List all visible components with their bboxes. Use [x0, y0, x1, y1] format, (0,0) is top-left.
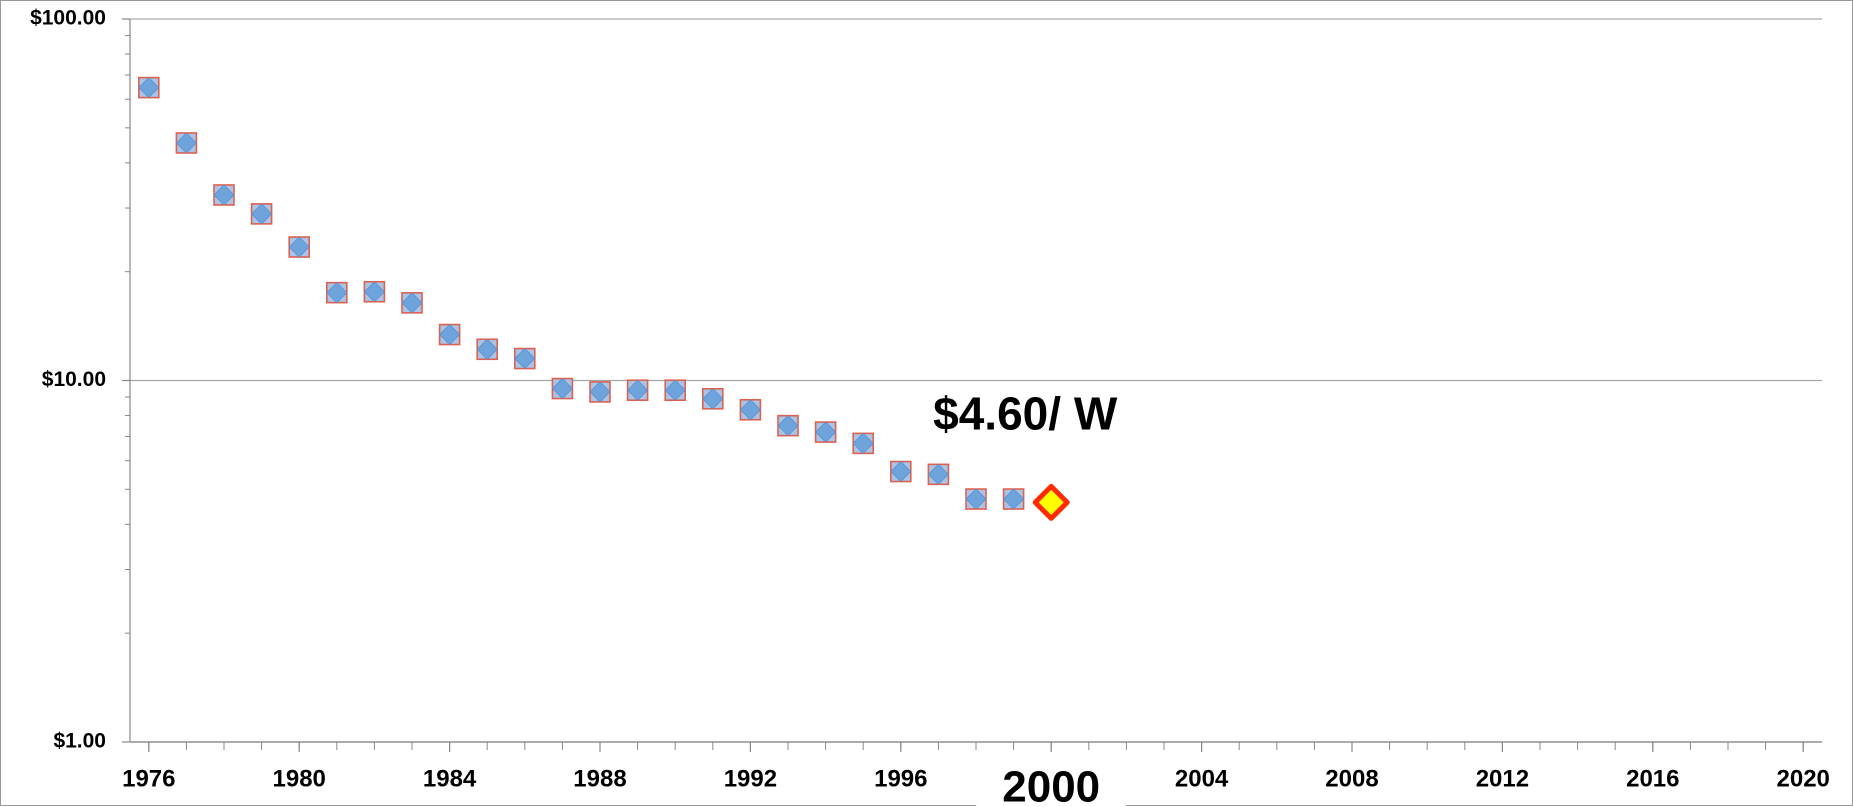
- marker-diamond: [213, 184, 235, 206]
- x-tick-label: 2008: [1325, 765, 1378, 792]
- marker-diamond: [627, 379, 649, 401]
- marker-diamond: [1032, 483, 1070, 521]
- x-tick-label: 1980: [273, 765, 326, 792]
- point: [138, 76, 160, 99]
- marker-diamond: [664, 379, 686, 401]
- x-tick-label: 2000: [1002, 763, 1100, 807]
- x-tick-label: 2016: [1626, 765, 1679, 792]
- point: [852, 432, 875, 455]
- point: [589, 381, 611, 403]
- marker-diamond: [927, 463, 949, 485]
- marker-diamond: [439, 323, 461, 346]
- marker-diamond: [777, 415, 799, 437]
- y-tick-label: $1.00: [53, 730, 106, 753]
- point: [363, 280, 386, 303]
- x-tick-label: 1988: [573, 765, 626, 792]
- point: [288, 236, 311, 258]
- x-tick-label: 1996: [874, 765, 927, 792]
- point: [626, 379, 649, 402]
- x-tick-label: 1984: [423, 765, 477, 792]
- x-tick-label: 2004: [1175, 765, 1229, 792]
- point: [513, 347, 536, 370]
- x-tick-label: 2020: [1777, 765, 1830, 792]
- point: [476, 338, 499, 361]
- point: [250, 203, 273, 225]
- point: [1032, 483, 1070, 521]
- marker-diamond: [702, 388, 724, 410]
- point: [438, 323, 461, 346]
- x-tick-highlight-box: [976, 760, 1127, 807]
- marker-diamond: [739, 399, 761, 421]
- marker-diamond: [175, 132, 197, 154]
- value-label: $4.60/ W: [933, 388, 1118, 440]
- y-tick-label: $10.00: [42, 368, 106, 391]
- point: [664, 379, 687, 402]
- point: [325, 281, 348, 304]
- marker-diamond: [401, 292, 423, 314]
- y-tick-label: $100.00: [30, 7, 106, 30]
- marker-diamond: [551, 377, 573, 400]
- point: [927, 463, 950, 486]
- marker-diamond: [890, 460, 912, 483]
- x-tick-label: 2012: [1476, 765, 1529, 792]
- point: [777, 414, 799, 437]
- point: [701, 387, 724, 410]
- point: [1002, 488, 1025, 510]
- point: [889, 460, 912, 483]
- marker-diamond: [815, 421, 837, 443]
- marker-diamond: [288, 236, 310, 258]
- marker-diamond: [1003, 488, 1025, 510]
- x-tick-label: 1992: [724, 765, 777, 792]
- point: [965, 488, 987, 510]
- marker-diamond: [476, 338, 498, 360]
- point: [739, 398, 762, 421]
- marker-diamond: [589, 381, 611, 403]
- marker-diamond: [138, 77, 160, 99]
- point: [401, 292, 423, 314]
- point: [175, 132, 198, 154]
- point: [814, 421, 837, 443]
- point: [551, 377, 574, 400]
- marker-diamond: [965, 488, 987, 510]
- marker-diamond: [852, 432, 874, 454]
- point: [213, 184, 235, 206]
- marker-diamond: [363, 281, 385, 303]
- marker-diamond: [514, 347, 536, 370]
- marker-diamond: [326, 282, 348, 304]
- x-tick-label: 1976: [122, 765, 175, 792]
- marker-diamond: [251, 203, 273, 225]
